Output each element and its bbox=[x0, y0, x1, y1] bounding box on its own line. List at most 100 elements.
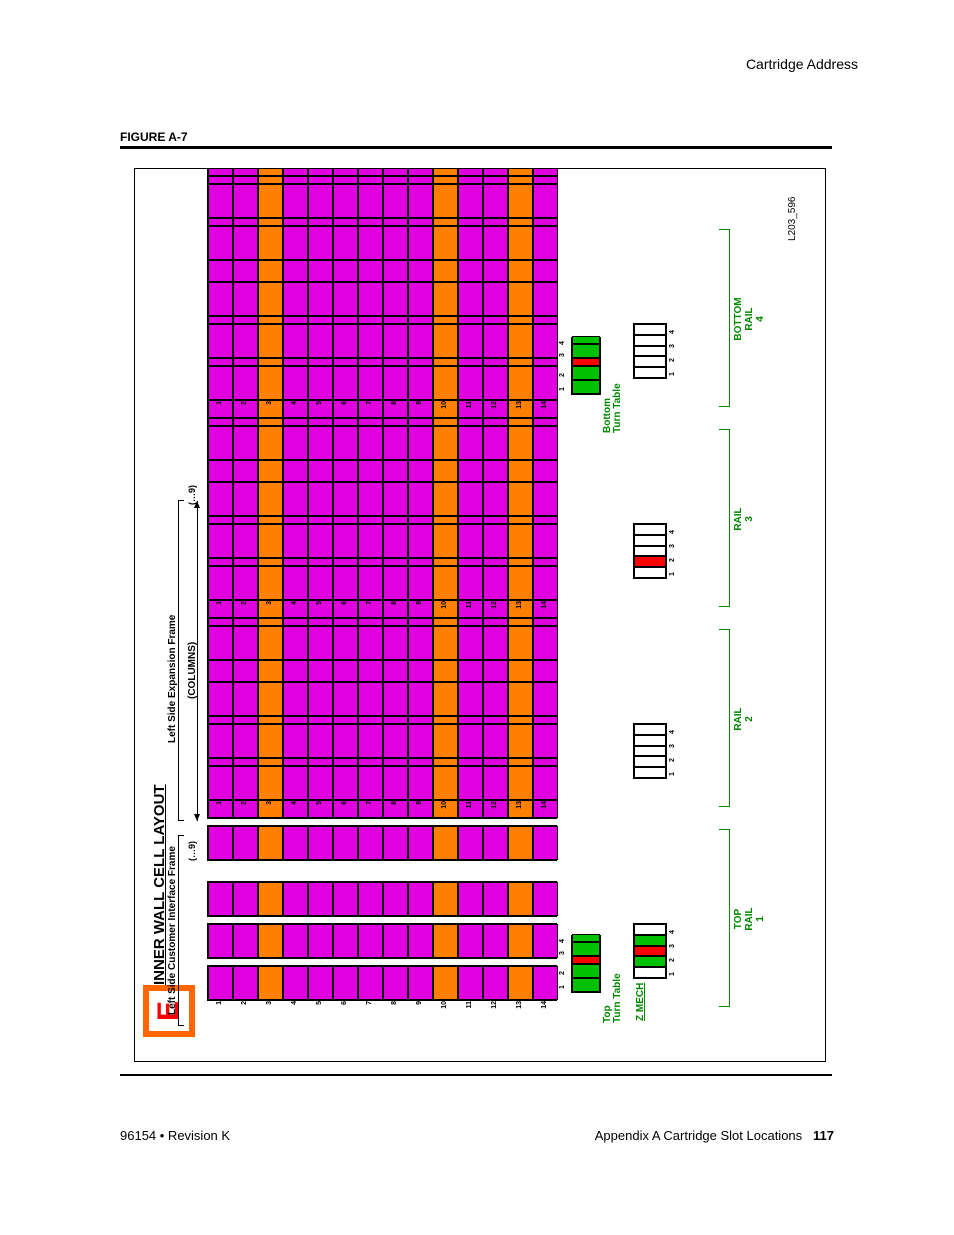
cartridge-slot bbox=[408, 366, 433, 400]
cells-area: 1234567891011121314123456789101112131412… bbox=[207, 197, 557, 1007]
cartridge-slot bbox=[533, 226, 558, 260]
cartridge-slot bbox=[358, 626, 383, 660]
cartridge-slot bbox=[383, 626, 408, 660]
cartridge-slot bbox=[458, 168, 483, 176]
cartridge-slot bbox=[208, 882, 233, 916]
cartridge-slot bbox=[433, 524, 458, 558]
cell-column bbox=[207, 281, 557, 317]
cartridge-slot bbox=[508, 566, 533, 600]
cartridge-slot bbox=[333, 366, 358, 400]
cartridge-slot bbox=[283, 626, 308, 660]
cartridge-slot bbox=[383, 282, 408, 316]
rail-group-4: BOTTOMRAIL4 bbox=[719, 231, 779, 407]
cartridge-slot bbox=[508, 724, 533, 758]
cartridge-slot bbox=[508, 524, 533, 558]
turn-table-slot bbox=[572, 336, 600, 344]
cartridge-slot bbox=[308, 566, 333, 600]
cartridge-slot bbox=[258, 282, 283, 316]
cartridge-slot bbox=[333, 282, 358, 316]
cartridge-slot bbox=[308, 226, 333, 260]
cartridge-slot bbox=[258, 482, 283, 516]
cartridge-slot bbox=[483, 724, 508, 758]
cartridge-slot bbox=[358, 682, 383, 716]
cell-column bbox=[207, 965, 557, 1001]
cartridge-slot bbox=[483, 826, 508, 860]
cartridge-slot bbox=[333, 426, 358, 460]
cartridge-slot bbox=[383, 724, 408, 758]
cartridge-slot bbox=[383, 366, 408, 400]
cartridge-slot bbox=[483, 184, 508, 218]
cell-column bbox=[207, 565, 557, 601]
cartridge-slot bbox=[283, 482, 308, 516]
cartridge-slot bbox=[483, 524, 508, 558]
cartridge-slot bbox=[458, 426, 483, 460]
cartridge-slot bbox=[408, 826, 433, 860]
cell-column bbox=[207, 523, 557, 559]
cartridge-slot bbox=[433, 566, 458, 600]
customer-interface-frame-label: Left Side Customer Interface Frame bbox=[167, 846, 178, 1015]
cartridge-slot bbox=[358, 724, 383, 758]
cartridge-slot bbox=[483, 168, 508, 176]
cartridge-slot bbox=[258, 626, 283, 660]
cartridge-slot bbox=[533, 324, 558, 358]
cell-column bbox=[207, 681, 557, 717]
cartridge-slot bbox=[458, 966, 483, 1000]
cartridge-slot bbox=[383, 324, 408, 358]
cartridge-slot bbox=[483, 226, 508, 260]
cartridge-slot bbox=[358, 924, 383, 958]
cartridge-slot bbox=[283, 168, 308, 176]
cartridge-slot bbox=[358, 882, 383, 916]
cartridge-slot bbox=[208, 366, 233, 400]
cartridge-slot bbox=[533, 482, 558, 516]
cartridge-slot bbox=[308, 626, 333, 660]
cartridge-slot bbox=[383, 882, 408, 916]
cartridge-slot bbox=[458, 566, 483, 600]
cartridge-slot bbox=[333, 184, 358, 218]
cartridge-slot bbox=[483, 882, 508, 916]
diagram-title: INNER WALL CELL LAYOUT bbox=[151, 784, 168, 985]
cartridge-slot bbox=[508, 626, 533, 660]
cartridge-slot bbox=[333, 566, 358, 600]
cartridge-slot bbox=[433, 324, 458, 358]
customer-interface-frame-line bbox=[178, 836, 179, 1026]
cartridge-slot bbox=[383, 924, 408, 958]
cartridge-slot bbox=[333, 826, 358, 860]
cartridge-slot bbox=[458, 724, 483, 758]
cartridge-slot bbox=[533, 366, 558, 400]
expansion-frame-line bbox=[178, 501, 179, 821]
figure-box: EINNER WALL CELL LAYOUTLeft Side Custome… bbox=[134, 168, 826, 1062]
cartridge-slot bbox=[233, 366, 258, 400]
cartridge-slot bbox=[508, 766, 533, 800]
cartridge-slot bbox=[308, 282, 333, 316]
cartridge-slot bbox=[483, 566, 508, 600]
zmech-rail-4 bbox=[633, 323, 667, 379]
cartridge-slot bbox=[333, 524, 358, 558]
cartridge-slot bbox=[233, 282, 258, 316]
cartridge-slot bbox=[358, 482, 383, 516]
cartridge-slot bbox=[408, 766, 433, 800]
cartridge-slot bbox=[433, 682, 458, 716]
cartridge-slot bbox=[483, 482, 508, 516]
cartridge-slot bbox=[458, 282, 483, 316]
cartridge-slot bbox=[408, 566, 433, 600]
turn-table-slot bbox=[572, 978, 600, 992]
cartridge-slot bbox=[508, 366, 533, 400]
cartridge-slot bbox=[383, 524, 408, 558]
cell-column bbox=[207, 481, 557, 517]
header-right: Cartridge Address bbox=[746, 56, 858, 72]
cartridge-slot bbox=[483, 924, 508, 958]
cartridge-slot bbox=[258, 184, 283, 218]
cartridge-slot bbox=[458, 324, 483, 358]
cartridge-slot bbox=[308, 766, 333, 800]
cartridge-slot bbox=[508, 226, 533, 260]
cartridge-slot bbox=[233, 566, 258, 600]
cartridge-slot bbox=[208, 482, 233, 516]
cartridge-slot bbox=[483, 766, 508, 800]
cartridge-slot bbox=[483, 966, 508, 1000]
cartridge-slot bbox=[283, 566, 308, 600]
cartridge-slot bbox=[508, 482, 533, 516]
bottom-turn-table-label: BottomTurn Table bbox=[603, 383, 623, 433]
cartridge-slot bbox=[508, 924, 533, 958]
cartridge-slot bbox=[458, 226, 483, 260]
cartridge-slot bbox=[483, 282, 508, 316]
